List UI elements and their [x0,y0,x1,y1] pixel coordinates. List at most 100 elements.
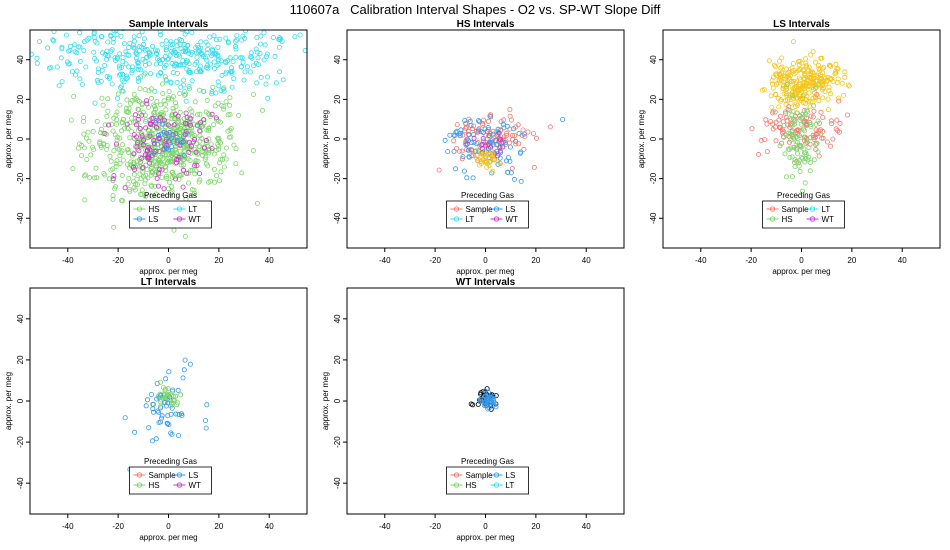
point-sample [507,113,513,119]
point-gold [791,71,797,77]
point-gold [795,88,801,94]
point-hs [233,146,239,152]
x-tick-label: -40 [379,522,391,531]
point-hs [228,126,234,132]
point-wt [184,121,190,127]
point-hs [79,153,85,159]
legend-title: Preceding Gas [144,191,197,200]
x-tick-label: 20 [214,522,223,531]
point-hs [158,161,164,167]
point-wt [198,119,204,125]
point-sample [834,117,840,123]
point-hs [818,131,824,137]
point-ls [163,376,169,382]
point-wt [133,122,139,128]
point-wt [143,125,149,131]
point-lt [56,83,62,89]
point-hs [800,93,806,99]
point-hs [87,175,93,181]
point-hs [183,91,189,97]
point-lt [242,35,248,41]
panel-3: LS Intervals -40 -20 0 20 40 approx. per meg -4… [637,19,941,276]
point-wt [194,163,200,169]
x-tick-label: -40 [379,256,391,265]
point-wt [201,117,207,123]
point-lt [95,70,101,76]
point-sample [829,121,835,127]
point-ls [478,129,484,135]
point-hs [160,151,166,157]
point-lt [264,51,270,57]
point-lt [238,55,244,61]
point-wt [175,156,181,162]
point-wt [480,135,486,141]
point-lt [204,50,210,56]
point-sample [485,118,491,124]
point-hs [216,178,222,184]
point-hs [197,111,203,117]
point-wt [144,147,150,153]
point-lt [277,35,283,41]
point-hs [169,116,175,122]
y-tick-label: 0 [16,398,25,403]
point-hs [173,393,179,399]
point-gold [806,90,812,96]
point-hs [127,135,133,141]
point-hs [81,118,87,124]
x-tick-label: 40 [265,522,274,531]
point-wt [157,166,163,172]
point-gold [478,153,484,159]
point-lt [242,30,248,34]
point-lt [152,88,158,94]
point-gold [794,95,800,101]
point-gold [783,102,789,108]
point-lt [223,35,229,41]
point-sample [501,134,507,140]
point-hs [81,173,87,179]
point-lt [13,91,17,95]
x-tick-label: 0 [166,522,171,531]
point-lt [84,37,90,43]
point-hs [93,165,99,171]
point-hs [162,74,168,80]
point-hs [223,145,229,151]
point-hs [206,126,212,132]
point-lt [10,46,14,50]
point-hs [117,153,123,159]
point-sample [480,122,486,128]
point-sample [795,127,801,133]
point-wt [188,143,194,149]
point-sample [820,115,826,121]
point-sample [824,139,830,145]
y-tick-label: 20 [649,94,658,103]
point-lt [180,77,186,83]
point-gold [773,91,779,97]
point-hs [128,129,134,135]
point-ls [146,425,152,431]
point-ls [169,144,175,150]
point-hs [68,117,74,123]
point-sample [808,113,814,119]
y-tick-label: 0 [16,136,25,141]
point-lt [232,44,238,50]
point-hs [254,200,260,206]
point-lt [233,46,239,52]
point-hs [807,168,813,174]
point-hs [250,92,256,98]
point-hs [148,86,154,92]
point-gold [813,59,819,65]
point-gold [825,96,831,102]
legend-marker [453,472,460,478]
point-lt [171,48,177,54]
legend-label: HS [782,215,793,224]
point-sample [481,117,487,123]
point-gold [827,62,833,68]
point-gold [819,55,825,61]
point-gold [793,80,799,86]
point-lt [302,48,307,53]
point-ls [513,138,519,144]
point-gold [779,70,785,76]
point-ls [168,135,174,141]
point-hs [216,135,222,141]
